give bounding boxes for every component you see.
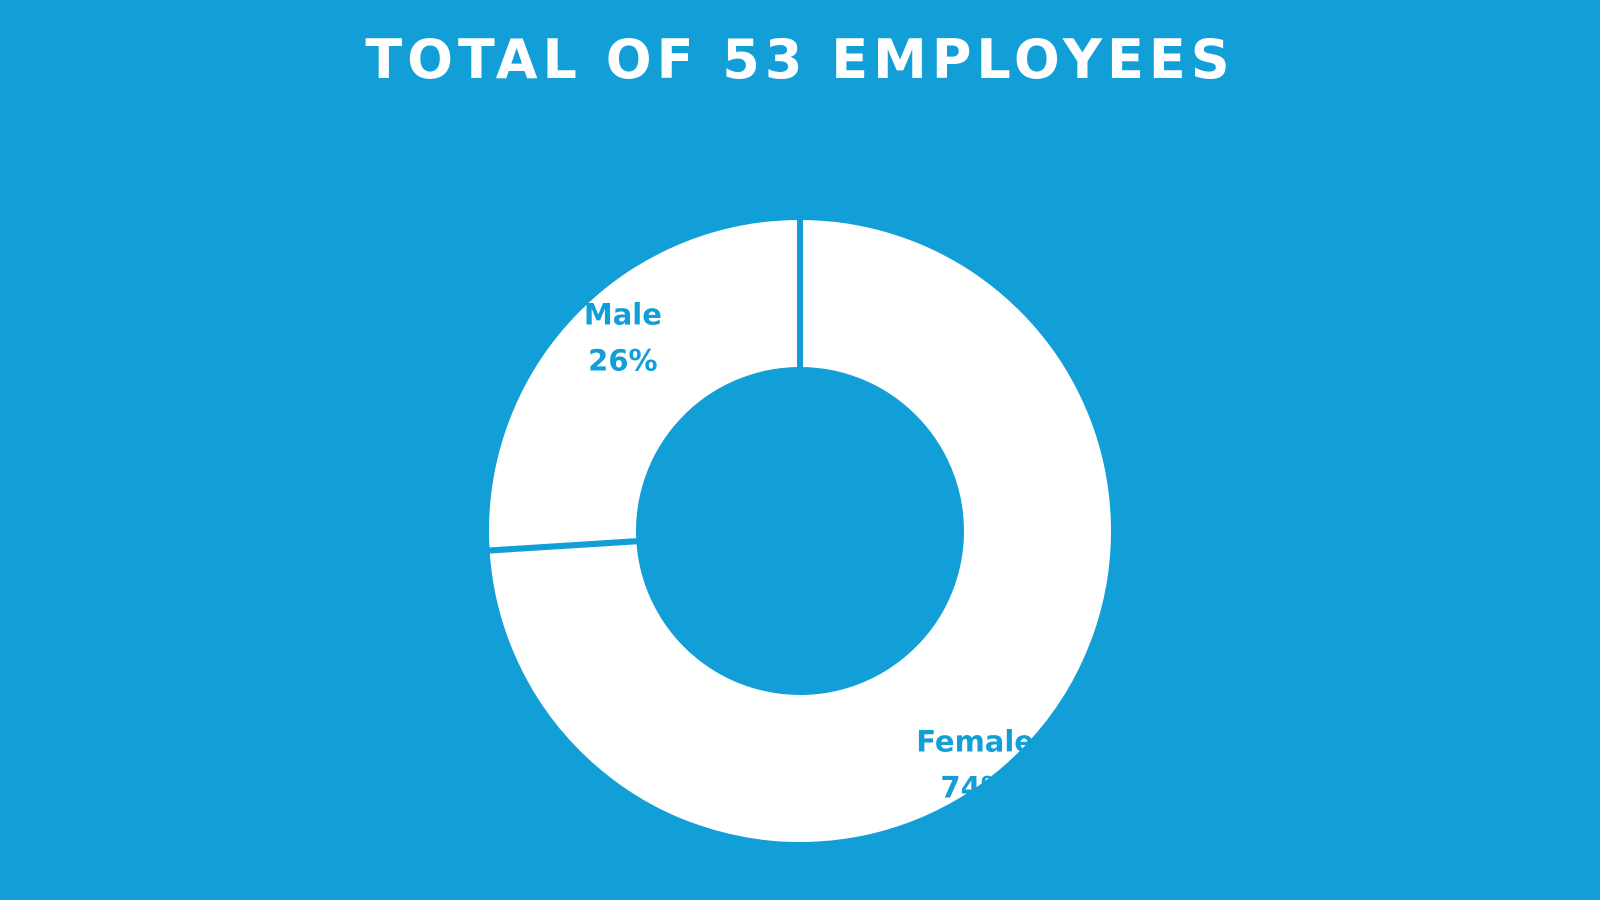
slice-male bbox=[483, 213, 803, 554]
slice-value-male: 26% bbox=[588, 343, 657, 377]
slice-label-male: Male bbox=[584, 297, 662, 331]
slice-value-female: 74% bbox=[940, 771, 1009, 805]
chart-title: TOTAL OF 53 EMPLOYEES bbox=[365, 28, 1235, 91]
slice-label-female: Female bbox=[916, 725, 1034, 759]
donut-slices bbox=[483, 213, 1117, 848]
slice-female bbox=[483, 213, 1117, 848]
slice-labels: Male 26% Female 74% bbox=[584, 297, 1034, 804]
